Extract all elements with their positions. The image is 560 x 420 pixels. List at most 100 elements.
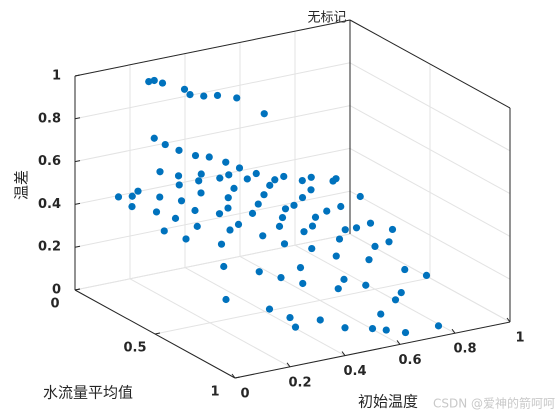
z-axis-label: 温差 bbox=[13, 170, 31, 200]
point bbox=[362, 281, 370, 289]
grid-line bbox=[74, 105, 351, 163]
axis-line bbox=[234, 321, 511, 379]
point bbox=[134, 187, 142, 195]
point bbox=[230, 184, 238, 192]
point bbox=[371, 242, 379, 250]
z-tick-label: 0.4 bbox=[38, 197, 61, 212]
point bbox=[307, 186, 315, 194]
point bbox=[217, 240, 226, 248]
point bbox=[434, 322, 443, 330]
point bbox=[182, 235, 190, 243]
tick-mark bbox=[234, 376, 241, 379]
point bbox=[340, 275, 348, 283]
point bbox=[337, 202, 345, 211]
point bbox=[220, 262, 228, 271]
point bbox=[391, 296, 400, 304]
point bbox=[388, 225, 397, 234]
point bbox=[368, 325, 377, 333]
point bbox=[158, 79, 167, 87]
chart-title: 无标记 bbox=[307, 11, 346, 26]
point bbox=[234, 220, 243, 228]
grid-line bbox=[349, 62, 511, 152]
tick-mark bbox=[341, 351, 346, 356]
point bbox=[156, 193, 164, 201]
point bbox=[332, 175, 340, 183]
z-tick-label: 0.6 bbox=[38, 154, 61, 169]
z-tick-label: 0 bbox=[52, 283, 61, 298]
point bbox=[255, 268, 263, 276]
point bbox=[215, 210, 224, 218]
point bbox=[352, 224, 361, 232]
point bbox=[422, 271, 431, 279]
point bbox=[265, 305, 274, 313]
point bbox=[401, 328, 410, 337]
point bbox=[213, 91, 222, 100]
point bbox=[332, 252, 340, 260]
grid-line bbox=[74, 62, 351, 120]
tick-mark bbox=[154, 332, 161, 335]
point bbox=[308, 244, 316, 253]
point bbox=[365, 256, 373, 264]
point bbox=[191, 206, 199, 215]
point bbox=[224, 194, 232, 202]
z-tick-label: 0.8 bbox=[38, 111, 61, 126]
point bbox=[243, 175, 251, 183]
y-tick-label: 1 bbox=[210, 385, 219, 400]
point bbox=[382, 326, 390, 334]
point bbox=[174, 172, 183, 180]
tick-mark bbox=[396, 340, 401, 345]
point bbox=[150, 134, 158, 142]
x-tick-label: 1 bbox=[515, 331, 524, 346]
point bbox=[271, 176, 279, 184]
point bbox=[195, 177, 203, 185]
point bbox=[128, 203, 136, 211]
point bbox=[296, 264, 305, 272]
tick-mark bbox=[286, 362, 291, 368]
tick-mark bbox=[451, 328, 456, 334]
point bbox=[175, 146, 183, 154]
point bbox=[356, 192, 364, 201]
point bbox=[334, 285, 342, 293]
tick-mark bbox=[74, 202, 81, 205]
point bbox=[226, 226, 234, 234]
point bbox=[275, 222, 284, 230]
x-tick-label: 0.4 bbox=[343, 364, 366, 379]
point bbox=[224, 204, 232, 212]
point bbox=[307, 173, 315, 181]
point bbox=[191, 151, 200, 160]
point bbox=[156, 168, 164, 176]
grid-line bbox=[349, 190, 511, 280]
point bbox=[291, 323, 300, 331]
point bbox=[161, 140, 169, 149]
point bbox=[385, 238, 393, 246]
point bbox=[316, 316, 324, 324]
x-tick-label: 0.8 bbox=[453, 342, 476, 357]
point bbox=[254, 200, 262, 208]
axis-line bbox=[349, 19, 511, 109]
point bbox=[186, 91, 194, 99]
point bbox=[278, 213, 287, 222]
point bbox=[235, 164, 244, 172]
point bbox=[114, 193, 123, 201]
point bbox=[286, 313, 294, 322]
point bbox=[323, 207, 331, 215]
point bbox=[248, 209, 257, 217]
point bbox=[160, 227, 168, 235]
point bbox=[193, 222, 201, 230]
point bbox=[175, 181, 183, 189]
z-tick-label: 1 bbox=[52, 69, 61, 84]
y-tick-label: 0.5 bbox=[123, 341, 146, 356]
point bbox=[290, 201, 298, 209]
point bbox=[259, 232, 267, 240]
watermark: CSDN @爱神的箭呵呵 bbox=[433, 396, 555, 411]
grid-line bbox=[349, 147, 511, 237]
point bbox=[152, 208, 161, 216]
point bbox=[298, 177, 306, 185]
tick-mark bbox=[231, 373, 236, 379]
point bbox=[335, 235, 344, 243]
point bbox=[311, 213, 320, 221]
grid-line bbox=[74, 233, 351, 291]
point bbox=[299, 279, 307, 288]
grid-line bbox=[154, 277, 431, 335]
